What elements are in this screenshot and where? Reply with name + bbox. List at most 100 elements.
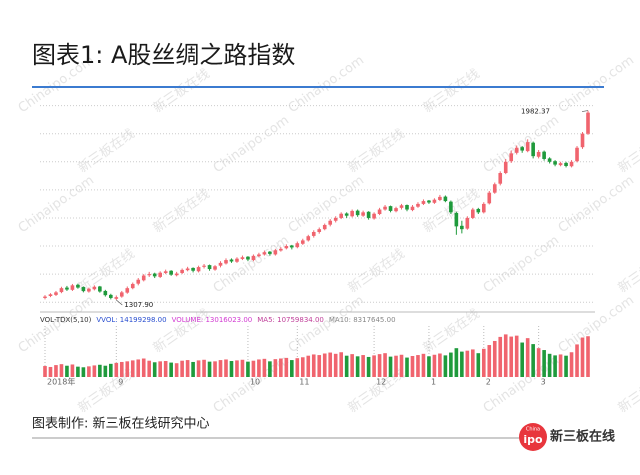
volume-bar (350, 354, 354, 377)
candle-body (339, 213, 343, 218)
volume-bar (471, 349, 475, 377)
x-tick-label: 2 (486, 378, 491, 387)
volume-bar (372, 355, 376, 377)
candle-body (284, 246, 289, 249)
candle-body (246, 256, 250, 260)
x-tick-label: 11 (299, 378, 309, 387)
volume-bar (202, 359, 206, 377)
watermark: Chinaipo.com (286, 53, 367, 116)
candle-body (54, 292, 58, 295)
candle-body (174, 273, 179, 276)
volume-bar (295, 358, 300, 377)
volume-bar (498, 336, 503, 377)
candle-body (273, 250, 278, 255)
volume-bar (542, 350, 546, 377)
volume-bar (580, 337, 585, 377)
candle-body (443, 196, 448, 202)
candle-body (492, 184, 497, 193)
x-tick-label: 12 (376, 378, 386, 387)
volume-bar (476, 353, 481, 377)
volume-bar (355, 356, 360, 377)
watermark: 新三板在线 (615, 366, 640, 416)
volume-bar (586, 336, 590, 377)
volume-bar (218, 360, 223, 377)
candle-body (350, 210, 354, 217)
candle-body (564, 162, 568, 166)
candle-body (147, 274, 152, 276)
candle-body (136, 279, 141, 284)
volume-bar (180, 360, 184, 377)
candle-body (509, 153, 514, 162)
volume-bar (273, 359, 278, 377)
candle-body (503, 161, 508, 174)
candle-body (295, 243, 300, 248)
volume-bar (553, 355, 557, 377)
volume-bar (344, 355, 349, 377)
candle-body (536, 151, 541, 157)
candle-body (290, 245, 294, 248)
watermark: 新三板在线 (615, 246, 640, 296)
volume-bar (416, 355, 420, 377)
volume-bar (322, 353, 327, 377)
volume-bar (481, 348, 486, 377)
annotation-pointer (116, 299, 123, 306)
candle-body (460, 225, 464, 230)
volume-bar (438, 353, 442, 377)
candle-body (251, 255, 256, 261)
volume-bar (284, 357, 289, 377)
volume-bar (174, 363, 179, 377)
volume-bar (487, 345, 492, 377)
watermark: 新三板在线 (420, 66, 482, 116)
candle-body (196, 267, 201, 272)
watermark: Chinaipo.com (211, 233, 292, 296)
volume-bar (114, 362, 119, 377)
volume-bar (48, 366, 53, 377)
candle-body (81, 287, 86, 291)
volume-bar (130, 360, 135, 377)
candle-body (405, 205, 409, 210)
volume-bar (279, 358, 283, 377)
volume-bar (125, 361, 130, 377)
volume-bar (141, 358, 146, 377)
volume-bar (65, 365, 69, 377)
candle-body (306, 236, 311, 241)
x-tick-label: 3 (541, 378, 546, 387)
annotation-pointer (581, 110, 589, 112)
candle-body (558, 163, 563, 166)
volume-bar (558, 354, 563, 377)
volume-bar (536, 348, 541, 377)
volume-header: VVOL: 14199298.00 (96, 316, 166, 324)
volume-bar (59, 364, 64, 377)
volume-bar (87, 366, 91, 377)
candle-body (76, 284, 80, 288)
x-tick-label: 1 (431, 378, 436, 387)
candle-body (224, 260, 228, 264)
candle-body (141, 275, 146, 281)
candle-body (525, 142, 530, 152)
volume-bar (531, 344, 535, 377)
volume-bar (449, 352, 453, 377)
candle-body (317, 229, 322, 232)
candle-body (300, 240, 305, 244)
volume-bar (54, 365, 58, 377)
candle-body (410, 206, 415, 211)
volume-bar (317, 355, 322, 377)
candle-body (438, 196, 442, 200)
watermark: Chinaipo.com (211, 113, 292, 176)
volume-bar (213, 361, 217, 377)
watermark: Chinaipo.com (286, 293, 367, 356)
annotation-label: 1307.90 (124, 301, 153, 309)
watermark: Chinaipo.com (481, 233, 562, 296)
candle-body (109, 294, 113, 298)
annotation-label: 1982.37 (521, 108, 550, 116)
volume-bar (119, 361, 124, 377)
volume-bar (421, 353, 426, 377)
volume-bar (465, 350, 470, 377)
watermark: 新三板在线 (345, 366, 407, 416)
volume-bar (520, 342, 524, 377)
volume-bar (454, 348, 459, 377)
candle-body (388, 206, 393, 211)
logo-mark (519, 423, 547, 451)
volume-bar (290, 360, 294, 377)
volume-bar (328, 352, 333, 377)
